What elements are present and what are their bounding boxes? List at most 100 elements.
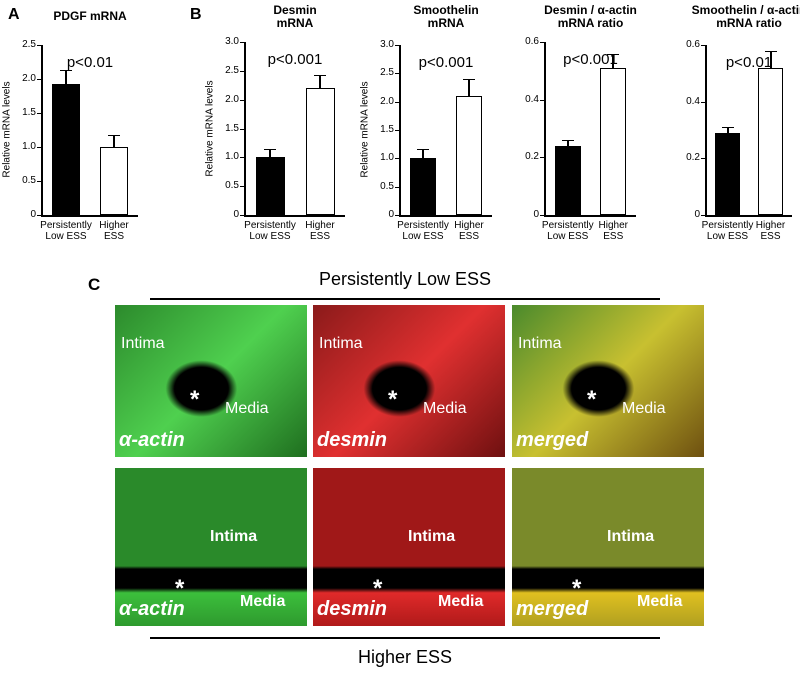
bar bbox=[554, 145, 581, 215]
y-tick-label: 0.5 bbox=[380, 180, 394, 192]
y-tick-label: 0.5 bbox=[225, 180, 239, 192]
y-axis-label: Relative mRNA levels bbox=[204, 79, 216, 177]
y-tick bbox=[240, 99, 245, 101]
error-bar bbox=[108, 135, 120, 147]
x-tick-label: Persistently Low ESS bbox=[40, 220, 92, 242]
y-tick-label: 1.5 bbox=[380, 124, 394, 135]
error-bar bbox=[721, 127, 734, 133]
error-bar bbox=[607, 53, 620, 68]
panel-label: B bbox=[190, 6, 202, 23]
group-title: Higher ESS bbox=[357, 647, 453, 667]
x-axis bbox=[41, 215, 138, 217]
lumen-label: * bbox=[587, 386, 597, 413]
lumen-label: * bbox=[572, 575, 582, 602]
y-axis-label: Relative mRNA levels bbox=[1, 81, 13, 178]
media-label: Media bbox=[637, 593, 683, 610]
micrograph bbox=[313, 305, 505, 457]
bar bbox=[305, 88, 335, 215]
stain-label: desmin bbox=[317, 598, 388, 620]
y-tick-label: 0.4 bbox=[525, 93, 539, 105]
chart-title: PDGF mRNA bbox=[53, 9, 127, 23]
error-bar bbox=[60, 70, 72, 84]
y-tick bbox=[37, 147, 42, 148]
y-tick bbox=[540, 42, 545, 43]
micrograph bbox=[115, 468, 307, 626]
y-tick-label: 0.6 bbox=[525, 36, 539, 47]
chart-title: Smoothelin / α-actin mRNA ratio bbox=[691, 3, 800, 31]
micrograph bbox=[313, 468, 505, 626]
y-tick-label: 0.2 bbox=[525, 151, 539, 163]
y-tick bbox=[37, 113, 42, 114]
y-tick-label: 1.0 bbox=[380, 152, 394, 164]
y-tick-label: 1.5 bbox=[22, 107, 36, 118]
group-title: Persistently Low ESS bbox=[318, 269, 492, 289]
y-tick-label: 2.0 bbox=[22, 73, 36, 84]
intima-label: Intima bbox=[121, 335, 165, 352]
y-tick bbox=[240, 186, 245, 188]
y-tick bbox=[395, 215, 400, 216]
y-tick-label: 0.6 bbox=[686, 39, 700, 50]
x-tick-label: Persistently Low ESS bbox=[541, 220, 594, 242]
intima-label: Intima bbox=[607, 528, 655, 545]
y-tick bbox=[701, 158, 706, 160]
y-axis-label: Relative mRNA levels bbox=[359, 81, 371, 178]
bar bbox=[255, 157, 285, 215]
intima-label: Intima bbox=[319, 335, 363, 352]
annotation: p<0.001 bbox=[267, 51, 323, 68]
y-tick bbox=[395, 73, 400, 75]
error-bar bbox=[264, 148, 276, 158]
x-tick-label: Persistently Low ESS bbox=[244, 220, 296, 242]
y-tick bbox=[240, 70, 245, 72]
y-tick-label: 0 bbox=[233, 209, 239, 220]
lumen-label: * bbox=[373, 575, 383, 602]
intima-label: Intima bbox=[518, 335, 562, 352]
y-tick-label: 2.5 bbox=[22, 39, 36, 50]
error-bar bbox=[417, 148, 429, 159]
y-tick-label: 0 bbox=[533, 209, 539, 220]
stain-label: merged bbox=[516, 429, 589, 451]
bar bbox=[600, 67, 627, 215]
group-line bbox=[150, 298, 660, 300]
x-tick-label: Higher ESS bbox=[598, 220, 628, 242]
media-label: Media bbox=[423, 400, 467, 417]
lumen-label: * bbox=[388, 386, 398, 413]
x-tick-label: Higher ESS bbox=[99, 220, 129, 242]
y-tick-label: 1.0 bbox=[225, 151, 239, 163]
x-axis bbox=[544, 215, 636, 217]
y-tick-label: 3.0 bbox=[225, 36, 239, 47]
y-tick bbox=[701, 45, 706, 46]
x-axis bbox=[399, 215, 492, 217]
micrograph bbox=[115, 305, 307, 457]
error-bar bbox=[561, 140, 574, 146]
y-tick-label: 0.4 bbox=[686, 95, 700, 107]
chart-title: Desmin / α-actin mRNA ratio bbox=[544, 3, 637, 31]
error-bar bbox=[314, 74, 326, 89]
y-tick bbox=[240, 215, 245, 216]
y-tick bbox=[395, 45, 400, 46]
y-tick bbox=[395, 158, 400, 160]
error-bar bbox=[463, 79, 475, 96]
y-tick-label: 0 bbox=[30, 209, 36, 220]
stain-label: desmin bbox=[317, 429, 388, 451]
x-tick-label: Persistently Low ESS bbox=[701, 220, 754, 242]
annotation: p<0.001 bbox=[563, 51, 618, 68]
bar bbox=[715, 132, 740, 215]
media-label: Media bbox=[622, 400, 666, 417]
y-tick bbox=[701, 101, 706, 103]
media-label: Media bbox=[438, 593, 484, 610]
y-tick bbox=[37, 181, 42, 182]
y-tick bbox=[395, 186, 400, 188]
bar bbox=[409, 158, 437, 215]
annotation: p<0.001 bbox=[418, 54, 474, 71]
panel-label: A bbox=[8, 6, 20, 23]
x-tick-label: Higher ESS bbox=[305, 220, 335, 242]
chart-title: Smoothelin mRNA bbox=[413, 3, 479, 31]
y-tick bbox=[395, 130, 400, 131]
y-tick bbox=[701, 215, 706, 216]
y-tick-label: 2.0 bbox=[225, 93, 239, 105]
y-axis bbox=[705, 45, 707, 215]
lumen-label: * bbox=[190, 386, 200, 413]
bar bbox=[52, 83, 80, 215]
y-axis bbox=[544, 42, 546, 215]
y-tick-label: 0.5 bbox=[22, 175, 36, 186]
